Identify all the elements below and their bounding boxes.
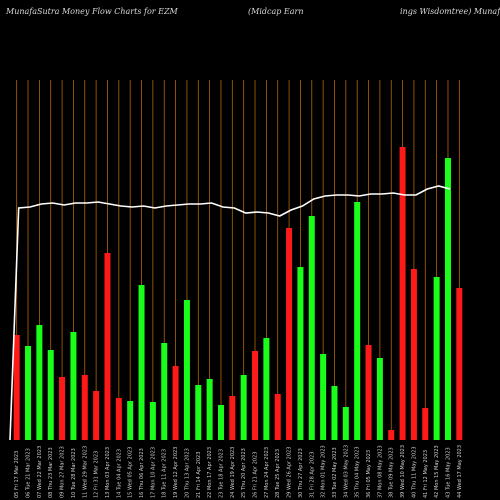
header-title-right: ings Wisdomtree) MunafaS [400, 7, 500, 16]
bar [59, 377, 66, 440]
x-tick-label: 29 Wed 26 Apr 2023 [287, 447, 293, 498]
bar [297, 267, 304, 440]
bar [206, 379, 213, 440]
x-tick-label: 08 Thu 23 Mar 2023 [48, 447, 54, 498]
x-tick-label: 42 Mon 15 May 2023 [434, 445, 440, 498]
bar [320, 354, 327, 440]
bar [161, 343, 168, 440]
bar [286, 228, 293, 440]
bar [399, 147, 406, 440]
x-tick-label: 31 Fri 28 Apr 2023 [309, 452, 315, 498]
header-title-middle: (Midcap Earn [248, 7, 304, 16]
x-tick-label: 39 Wed 10 May 2023 [400, 445, 406, 498]
x-axis-labels: 05 Fri 17 Mar 2023 06 Tue 21 Mar 2023 07 W… [14, 445, 463, 498]
x-tick-label: 10 Tue 28 Mar 2023 [71, 448, 77, 498]
bar [70, 332, 77, 440]
x-tick-label: 44 Wed 17 May 2023 [457, 445, 463, 498]
bar [104, 253, 111, 440]
bar [172, 366, 179, 440]
x-tick-label: 37 Mon 08 May 2023 [377, 445, 383, 498]
price-line [9, 185, 451, 441]
bar [410, 269, 417, 440]
price-line-group [9, 185, 451, 441]
x-tick-label: 07 Wed 22 Mar 2023 [37, 446, 43, 498]
x-tick-label: 25 Thu 20 Apr 2023 [241, 448, 247, 498]
bar [149, 402, 156, 440]
x-tick-label: 18 Tue 11 Apr 2023 [162, 449, 168, 498]
bar [240, 375, 247, 440]
bar [47, 350, 54, 440]
bar [195, 385, 202, 440]
x-tick-label: 12 Fri 31 Mar 2023 [94, 451, 100, 498]
x-tick-label: 23 Tue 18 Apr 2023 [218, 449, 224, 498]
x-tick-label: 35 Thu 04 May 2023 [355, 446, 361, 498]
x-tick-label: 40 Thu 11 May 2023 [411, 446, 417, 498]
x-tick-label: 16 Thu 06 Apr 2023 [139, 448, 145, 498]
bar [138, 285, 145, 440]
x-tick-label: 38 Tue 09 May 2023 [389, 447, 395, 498]
bar [127, 401, 134, 440]
x-tick-label: 06 Tue 21 Mar 2023 [26, 448, 32, 498]
x-tick-label: 33 Tue 02 May 2023 [332, 447, 338, 498]
x-tick-label: 22 Mon 17 Apr 2023 [207, 447, 213, 498]
bar [25, 346, 32, 440]
x-tick-label: 05 Fri 17 Mar 2023 [14, 451, 20, 498]
bar [342, 407, 349, 440]
x-tick-label: 19 Wed 12 Apr 2023 [173, 447, 179, 498]
x-tick-label: 24 Wed 19 Apr 2023 [230, 447, 236, 498]
bar [433, 277, 440, 440]
x-tick-label: 11 Wed 29 Mar 2023 [82, 446, 88, 498]
bar [456, 288, 463, 440]
bar [93, 391, 100, 440]
header-title-left: MunafaSutra Money Flow Charts for EZM [6, 7, 178, 16]
bar [331, 386, 338, 440]
bar [444, 158, 451, 440]
bar [217, 405, 224, 440]
bar [422, 408, 429, 440]
bar [252, 351, 259, 440]
x-tick-label: 21 Fri 14 Apr 2023 [196, 452, 202, 498]
chart-header: MunafaSutra Money Flow Charts for EZM (M… [0, 0, 500, 40]
x-tick-label: 41 Fri 12 May 2023 [423, 450, 429, 498]
bar [308, 216, 315, 440]
bar [13, 335, 20, 440]
bar [229, 396, 236, 440]
bar [376, 358, 383, 440]
bar [36, 325, 43, 440]
x-tick-label: 15 Wed 05 Apr 2023 [128, 447, 134, 498]
bar [115, 398, 122, 440]
bar [274, 394, 281, 440]
x-tick-label: 27 Mon 24 Apr 2023 [264, 447, 270, 498]
bar [183, 300, 190, 440]
x-tick-label: 28 Tue 25 Apr 2023 [275, 449, 281, 498]
x-tick-label: 14 Tue 04 Apr 2023 [116, 449, 122, 498]
bar [365, 345, 372, 440]
bar [263, 338, 270, 440]
x-tick-label: 09 Mon 27 Mar 2023 [60, 446, 66, 498]
x-tick-label: 13 Mon 03 Apr 2023 [105, 447, 111, 498]
bar [81, 375, 88, 440]
x-tick-label: 36 Fri 05 May 2023 [366, 450, 372, 498]
bar [354, 202, 361, 440]
x-tick-label: 34 Wed 03 May 2023 [343, 445, 349, 498]
x-tick-label: 20 Thu 13 Apr 2023 [184, 448, 190, 498]
x-tick-label: 17 Mon 10 Apr 2023 [150, 447, 156, 498]
x-tick-label: 32 Mon 01 May 2023 [321, 445, 327, 498]
bar [388, 430, 395, 440]
x-tick-label: 30 Thu 27 Apr 2023 [298, 448, 304, 498]
bars [13, 147, 463, 440]
x-tick-label: 26 Fri 21 Apr 2023 [253, 452, 259, 498]
x-tick-label: 43 Tue 16 May 2023 [445, 447, 451, 498]
